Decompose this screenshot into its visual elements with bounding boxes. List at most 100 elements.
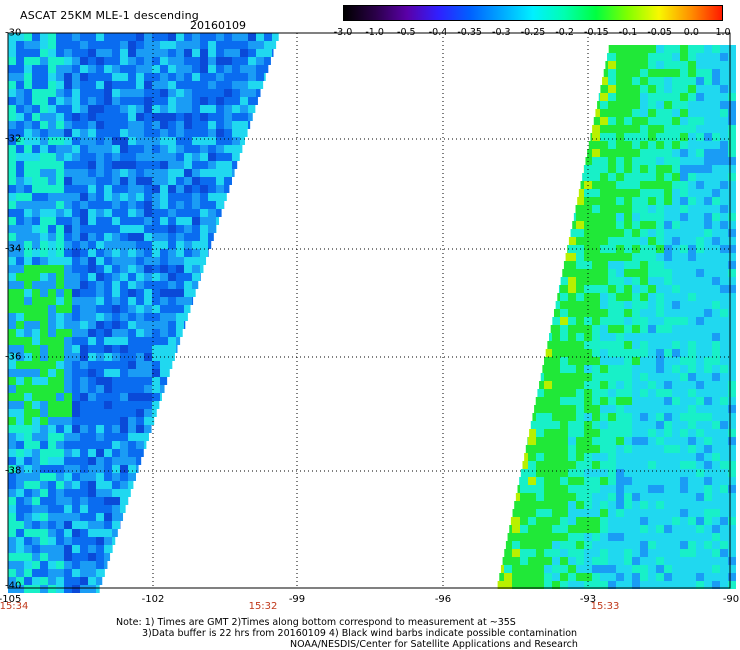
swath-cell [128, 129, 136, 137]
swath-cell [96, 265, 104, 273]
swath-cell [704, 437, 712, 445]
swath-cell [32, 201, 40, 209]
swath-cell [592, 373, 600, 381]
swath-cell [640, 61, 648, 69]
swath-cell [664, 381, 672, 389]
swath-cell [520, 469, 528, 477]
swath-cell [728, 541, 736, 549]
swath-cell [96, 73, 104, 81]
swath-cell [88, 89, 96, 97]
swath-cell [88, 449, 96, 457]
swath-cell [592, 229, 600, 237]
swath-cell [56, 465, 64, 473]
swath-cell [216, 129, 224, 137]
swath-cell [112, 105, 120, 113]
swath-cell [88, 145, 96, 153]
swath-cell [40, 97, 48, 105]
swath-cell [664, 437, 672, 445]
swath-cell [608, 189, 616, 197]
swath-cell [680, 277, 688, 285]
swath-cell [672, 165, 680, 173]
swath-cell [64, 553, 72, 561]
swath-cell [232, 49, 240, 57]
swath-cell [16, 361, 24, 369]
swath-cell [712, 269, 720, 277]
swath-cell [544, 485, 552, 493]
swath-cell [704, 533, 712, 541]
swath-cell [168, 81, 176, 89]
swath-cell [680, 141, 688, 149]
swath-cell [544, 453, 552, 461]
swath-cell [40, 297, 48, 305]
swath-cell [72, 521, 80, 529]
swath-cell [216, 161, 224, 169]
swath-cell [32, 465, 40, 473]
swath-cell [144, 153, 152, 161]
swath-cell [576, 317, 584, 325]
swath-cell [696, 581, 704, 589]
swath-cell [640, 93, 648, 101]
swath-cell [664, 533, 672, 541]
swath-cell [64, 169, 72, 177]
swath-cell [136, 345, 144, 353]
swath-cell [648, 181, 656, 189]
swath-cell [576, 413, 584, 421]
swath-cell [648, 453, 656, 461]
swath-cell [16, 313, 24, 321]
swath-cell [704, 557, 712, 565]
swath-cell [528, 493, 536, 501]
swath-cell [32, 337, 40, 345]
swath-cell [48, 345, 56, 353]
swath-cell [592, 213, 600, 221]
swath-cell [704, 277, 712, 285]
swath-cell [680, 413, 688, 421]
swath-cell [520, 541, 528, 549]
swath-cell [128, 65, 136, 73]
swath-cell [688, 525, 696, 533]
swath-cell [88, 545, 96, 553]
swath-cell [152, 177, 160, 185]
swath-cell [704, 317, 712, 325]
swath-cell [568, 397, 576, 405]
swath-cell [256, 33, 264, 41]
swath-cell [40, 361, 48, 369]
swath-cell [16, 561, 24, 569]
swath-cell [40, 497, 48, 505]
swath-cell [104, 385, 112, 393]
swath-cell [48, 49, 56, 57]
swath-cell [96, 257, 104, 265]
swath-cell [616, 381, 624, 389]
swath-cell [632, 381, 640, 389]
swath-cell [632, 501, 640, 509]
swath-cell [632, 93, 640, 101]
swath-cell [664, 573, 672, 581]
swath-cell [104, 505, 112, 513]
swath-cell [48, 201, 56, 209]
swath-cell [64, 49, 72, 57]
swath-cell [544, 437, 552, 445]
swath-cell [160, 289, 168, 297]
swath-cell [696, 469, 704, 477]
swath-cell [176, 321, 184, 329]
swath-cell [32, 57, 40, 65]
swath-cell [712, 53, 720, 61]
swath-cell [712, 261, 720, 269]
swath-cell [640, 261, 648, 269]
swath-cell [600, 237, 608, 245]
swath-cell [592, 197, 600, 205]
swath-cell [144, 289, 152, 297]
swath-cell [648, 93, 656, 101]
swath-cell [696, 149, 704, 157]
swath-cell [568, 365, 576, 373]
swath-cell [24, 313, 32, 321]
swath-cell [144, 57, 152, 65]
swath-cell [72, 65, 80, 73]
swath-cell [536, 405, 544, 413]
swath-cell [540, 373, 544, 381]
swath-cell [168, 185, 176, 193]
swath-cell [720, 45, 728, 53]
swath-cell [192, 265, 200, 273]
swath-cell [672, 461, 680, 469]
swath-cell [104, 433, 112, 441]
swath-cell [568, 317, 576, 325]
